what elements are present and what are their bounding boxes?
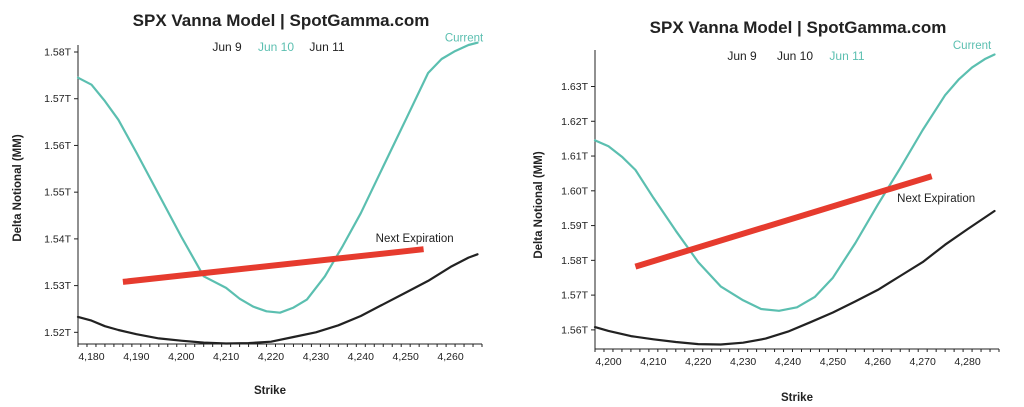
y-tick-label: 1.52T	[44, 327, 71, 339]
series-line-jun-9	[593, 209, 996, 346]
y-tick-label: 1.54T	[44, 233, 71, 245]
annotation-next-expiration: Next Expiration	[376, 233, 454, 245]
y-tick-label: 1.53T	[44, 280, 71, 292]
x-tick-label: 4,180	[78, 351, 104, 363]
x-axis-label: Strike	[781, 392, 813, 404]
chart-panel-left: SPX Vanna Model | SpotGamma.com Jun 9 Ju…	[12, 11, 484, 397]
x-tick-label: 4,260	[865, 356, 891, 368]
series-line-jun-9	[76, 253, 479, 345]
legend-entry-jun-11: Jun 11	[309, 40, 344, 54]
x-tick-label: 4,200	[595, 356, 621, 368]
x-tick-label: 4,200	[168, 351, 194, 363]
legend-entry-jun-9: Jun 9	[727, 49, 757, 63]
x-tick-label: 4,230	[303, 351, 329, 363]
x-tick-label: 4,250	[393, 351, 419, 363]
x-tick-label: 4,250	[820, 356, 846, 368]
y-tick-label: 1.60T	[561, 185, 588, 197]
y-axis-label: Delta Notional (MM)	[12, 134, 24, 241]
y-tick-label: 1.55T	[44, 187, 71, 199]
y-tick-label: 1.61T	[561, 151, 588, 163]
x-tick-label: 4,240	[348, 351, 374, 363]
y-tick-label: 1.58T	[44, 47, 71, 59]
y-tick-label: 1.59T	[561, 220, 588, 232]
y-tick-label: 1.56T	[44, 140, 71, 152]
chart-title: SPX Vanna Model | SpotGamma.com	[133, 11, 430, 30]
series-line-next-expiration	[122, 246, 424, 285]
y-axis-label: Delta Notional (MM)	[533, 151, 545, 258]
y-tick-label: 1.57T	[561, 290, 588, 302]
x-tick-label: 4,190	[123, 351, 149, 363]
chart-panel-right: SPX Vanna Model | SpotGamma.com Jun 9 Ju…	[512, 0, 1024, 407]
x-axis-label: Strike	[254, 385, 286, 397]
y-tick-label: 1.56T	[561, 324, 588, 336]
x-tick-label: 4,280	[954, 356, 980, 368]
y-tick-label: 1.57T	[44, 93, 71, 105]
legend-entry-jun-9: Jun 9	[212, 40, 242, 54]
y-tick-label: 1.63T	[561, 81, 588, 93]
x-tick-label: 4,210	[640, 356, 666, 368]
vanna-chart-right: SPX Vanna Model | SpotGamma.com Jun 9 Ju…	[533, 18, 1000, 404]
legend-entry-jun-10: Jun 10	[258, 40, 294, 54]
vanna-chart-left: SPX Vanna Model | SpotGamma.com Jun 9 Ju…	[12, 11, 484, 397]
legend-entry-jun-10: Jun 10	[777, 49, 813, 63]
x-tick-label: 4,270	[910, 356, 936, 368]
x-tick-label: 4,240	[775, 356, 801, 368]
annotation-current: Current	[953, 40, 992, 52]
legend-entry-jun-11: Jun 11	[829, 49, 864, 63]
axes: 1.56T 1.57T 1.58T 1.59T 1.60T 1.61T 1.62T 1.63T…	[561, 50, 1000, 368]
x-tick-label: 4,220	[685, 356, 711, 368]
series-line-current	[76, 41, 479, 314]
annotation-next-expiration: Next Expiration	[897, 193, 975, 205]
x-tick-label: 4,260	[437, 351, 463, 363]
y-tick-label: 1.58T	[561, 255, 588, 267]
chart-title: SPX Vanna Model | SpotGamma.com	[650, 18, 947, 37]
y-tick-label: 1.62T	[561, 116, 588, 128]
series-line-next-expiration	[634, 173, 933, 270]
x-tick-label: 4,220	[258, 351, 284, 363]
x-tick-label: 4,230	[730, 356, 756, 368]
annotation-current: Current	[445, 33, 484, 45]
axes: 1.52T 1.53T 1.54T 1.55T 1.56T 1.57T 1.58T 4,180…	[44, 45, 483, 363]
x-tick-label: 4,210	[213, 351, 239, 363]
series-line-current	[593, 53, 996, 312]
